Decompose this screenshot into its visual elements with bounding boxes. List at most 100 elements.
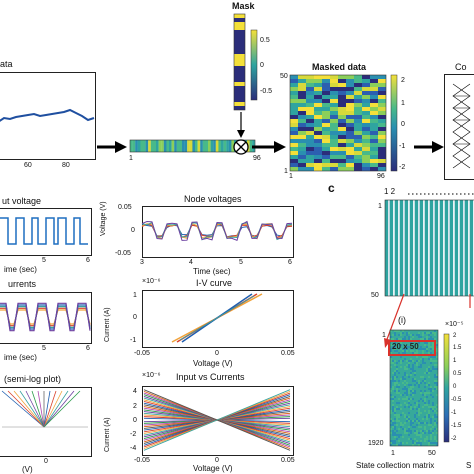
- input-data-line: [0, 108, 95, 122]
- iv-plot: [142, 290, 294, 348]
- matrix-cb-tick: 1.5: [453, 345, 462, 351]
- state-stripes: [384, 199, 474, 297]
- mask-cb-tick: -0.5: [260, 88, 273, 95]
- masked-y-bottom: 1: [284, 168, 288, 175]
- node-ytick: 0.05: [118, 204, 132, 211]
- matrix-cb-tick: 1: [453, 358, 457, 364]
- ivc-lines: [143, 389, 291, 451]
- mask-column: [233, 13, 246, 111]
- ivc-ytick: -2: [130, 431, 137, 438]
- input-voltage-tick: 6: [86, 257, 90, 264]
- collection-lines: [452, 83, 471, 169]
- input-tick-80: 80: [62, 162, 70, 169]
- ivc-xlabel: Voltage (V): [193, 464, 233, 473]
- node-xtick: 3: [140, 259, 144, 266]
- node-voltages-plot: [142, 206, 294, 258]
- node-xtick: 6: [288, 259, 292, 266]
- ivc-ytick: 2: [133, 403, 137, 410]
- input-tick-60: 60: [24, 162, 32, 169]
- matrix-cb-tick: 0.5: [453, 371, 462, 377]
- semilog-title: (semi-log plot): [4, 374, 62, 384]
- semilog-xlabel: (V): [22, 465, 33, 474]
- matrix-cb-exponent: ×10⁻⁵: [445, 321, 464, 328]
- strip-label-1: 1: [129, 155, 133, 162]
- iv-ytick: 0: [133, 314, 137, 321]
- iv-ytick: 1: [133, 292, 137, 299]
- node-voltages-title: Node voltages: [184, 194, 242, 204]
- matrix-x-right: 50: [428, 450, 436, 457]
- node-xlabel: Time (sec): [193, 267, 231, 276]
- masked-colorbar: [390, 74, 398, 172]
- ivc-xtick: 0.05: [281, 457, 295, 464]
- masked-y-top: 50: [280, 73, 288, 80]
- semilog-lines: [1, 390, 88, 428]
- matrix-xlabel: State collection matrix: [356, 461, 435, 470]
- roman-numeral-label: (i): [398, 315, 406, 325]
- mask-colorbar: [250, 29, 258, 101]
- currents-traces: [0, 302, 91, 332]
- panel-c-label: c: [328, 181, 335, 195]
- mask-cb-tick: 0.5: [260, 37, 270, 44]
- input-data-title: ata: [0, 59, 13, 69]
- matrix-cb-tick: -1.5: [451, 423, 462, 429]
- column-labels: 1 2: [384, 187, 396, 196]
- node-ylabel: Voltage (V): [100, 201, 107, 236]
- masked-cb-tick: 2: [401, 77, 405, 84]
- ivc-title: Input vs Currents: [176, 372, 245, 382]
- ivc-ytick: 4: [133, 388, 137, 395]
- matrix-cb-tick: -2: [451, 436, 457, 442]
- column-dots: [408, 193, 474, 195]
- matrix-cb-tick: 2: [453, 333, 457, 339]
- multiply-icon: [233, 112, 249, 155]
- node-voltages-traces: [141, 220, 293, 241]
- node-ytick: 0: [131, 227, 135, 234]
- masked-x-right: 96: [377, 173, 385, 180]
- matrix-cb-tick: 0: [453, 384, 457, 390]
- currents-xlabel: ime (sec): [4, 353, 37, 362]
- masked-cb-tick: 1: [401, 100, 405, 107]
- mask-cb-tick: 0: [260, 62, 264, 69]
- matrix-bottom: 1920: [368, 440, 384, 447]
- input-voltage-square-wave: [0, 217, 88, 245]
- input-voltage-plot: [0, 208, 92, 256]
- ivc-ytick: -4: [130, 445, 137, 452]
- arrow-icon: [97, 141, 127, 153]
- collection-plot: [444, 74, 474, 180]
- highlight-box: [388, 340, 436, 356]
- input-voltage-tick: 5: [42, 257, 46, 264]
- masked-cb-tick: 0: [401, 121, 405, 128]
- right-edge-label: S: [466, 461, 472, 470]
- matrix-cb-tick: -1: [451, 410, 457, 416]
- ivc-exponent: ×10⁻⁶: [142, 372, 161, 379]
- masked-strip: [129, 139, 256, 153]
- matrix-x-left: 1: [391, 450, 395, 457]
- masked-data-title: Masked data: [312, 62, 367, 72]
- mask-title: Mask: [232, 1, 255, 11]
- collection-title: Co: [455, 62, 467, 72]
- arrow-icon: [414, 141, 444, 153]
- iv-xtick: -0.05: [134, 350, 150, 357]
- row-label-bottom: 50: [371, 292, 379, 299]
- masked-cb-tick: -2: [399, 164, 406, 171]
- ivc-ytick: 0: [133, 417, 137, 424]
- matrix-top: 1: [382, 332, 386, 339]
- iv-ylabel: Current (A): [104, 307, 111, 342]
- highlight-box-label: 20 x 50: [392, 342, 419, 351]
- masked-cb-tick: -1: [399, 143, 406, 150]
- iv-title: I-V curve: [196, 278, 233, 288]
- ivc-xtick: 0: [215, 457, 219, 464]
- masked-data-heatmap: [289, 74, 387, 172]
- node-xtick: 5: [239, 259, 243, 266]
- semilog-xtick: 0: [44, 458, 48, 465]
- ivc-ylabel: Current (A): [104, 417, 111, 452]
- iv-xtick: 0.05: [281, 350, 295, 357]
- matrix-colorbar: [443, 333, 450, 443]
- iv-xlabel: Voltage (V): [193, 359, 233, 368]
- currents-tick: 5: [42, 345, 46, 352]
- node-ytick: -0.05: [115, 250, 131, 257]
- iv-ytick: -1: [130, 337, 137, 344]
- iv-xtick: 0: [215, 350, 219, 357]
- arrow-icon: [252, 141, 286, 153]
- input-voltage-title: ut voltage: [2, 196, 42, 206]
- iv-lines: [171, 293, 263, 343]
